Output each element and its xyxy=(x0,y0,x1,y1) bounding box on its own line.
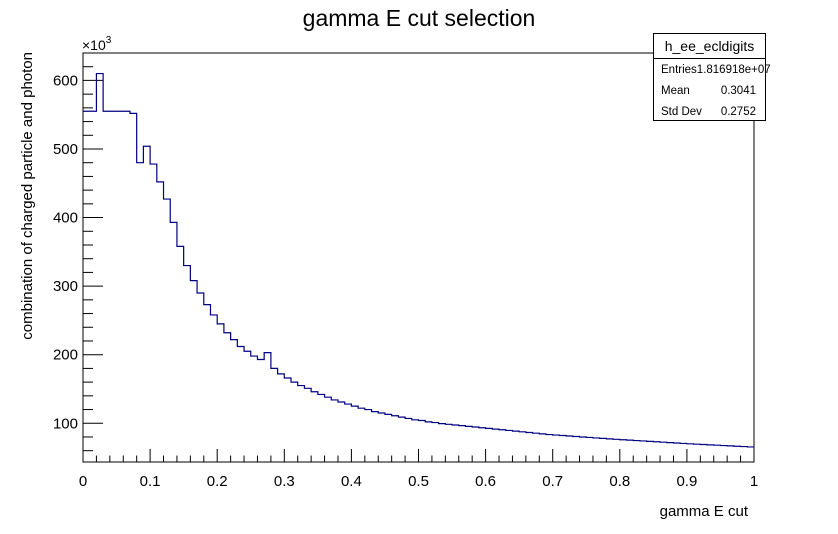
chart-title: gamma E cut selection xyxy=(303,5,536,31)
x-tick-label: 0.4 xyxy=(341,473,362,490)
x-tick-label: 0.8 xyxy=(609,473,630,490)
stats-box: h_ee_ecldigits Entries 1.816918e+07 Mean… xyxy=(653,33,771,122)
y-tick-label: 600 xyxy=(53,72,78,89)
x-tick-label: 0.3 xyxy=(274,473,295,490)
y-tick-label: 100 xyxy=(53,415,78,432)
x-tick-label: 0.6 xyxy=(475,473,496,490)
y-tick-label: 200 xyxy=(53,347,78,364)
y-tick-label: 500 xyxy=(53,141,78,158)
x-axis-label: gamma E cut xyxy=(660,503,749,520)
stats-row-mean: Mean 0.3041 xyxy=(654,80,765,101)
x-tick-label: 1 xyxy=(750,473,758,490)
x-tick-label: 0.7 xyxy=(542,473,563,490)
stats-row-entries: Entries 1.816918e+07 xyxy=(654,59,771,80)
y-tick-label: 300 xyxy=(53,278,78,295)
stats-box-title: h_ee_ecldigits xyxy=(654,34,765,59)
x-tick-label: 0 xyxy=(79,473,87,490)
x-tick-label: 0.5 xyxy=(408,473,429,490)
histogram-series-line xyxy=(83,72,754,448)
x-tick-label: 0.9 xyxy=(676,473,697,490)
stats-row-stddev: Std Dev 0.2752 xyxy=(654,101,765,122)
x-axis: 0 0.1 0.2 0.3 0.4 0.5 0.6 0.7 0.8 0.9 1 xyxy=(79,449,758,490)
stats-label: Std Dev xyxy=(661,105,702,118)
y-axis: 100 200 300 400 500 600 xyxy=(53,66,103,452)
stats-label: Entries xyxy=(661,63,697,76)
stats-label: Mean xyxy=(661,84,690,97)
x-tick-label: 0.1 xyxy=(140,473,161,490)
x-tick-label: 0.2 xyxy=(207,473,228,490)
stats-value: 0.2752 xyxy=(720,105,756,118)
y-axis-label: combination of charged particle and phot… xyxy=(19,52,36,340)
y-axis-multiplier: ×103 xyxy=(82,35,112,53)
y-tick-label: 400 xyxy=(53,210,78,227)
stats-value: 0.3041 xyxy=(720,84,756,97)
stats-value: 1.816918e+07 xyxy=(696,63,771,76)
